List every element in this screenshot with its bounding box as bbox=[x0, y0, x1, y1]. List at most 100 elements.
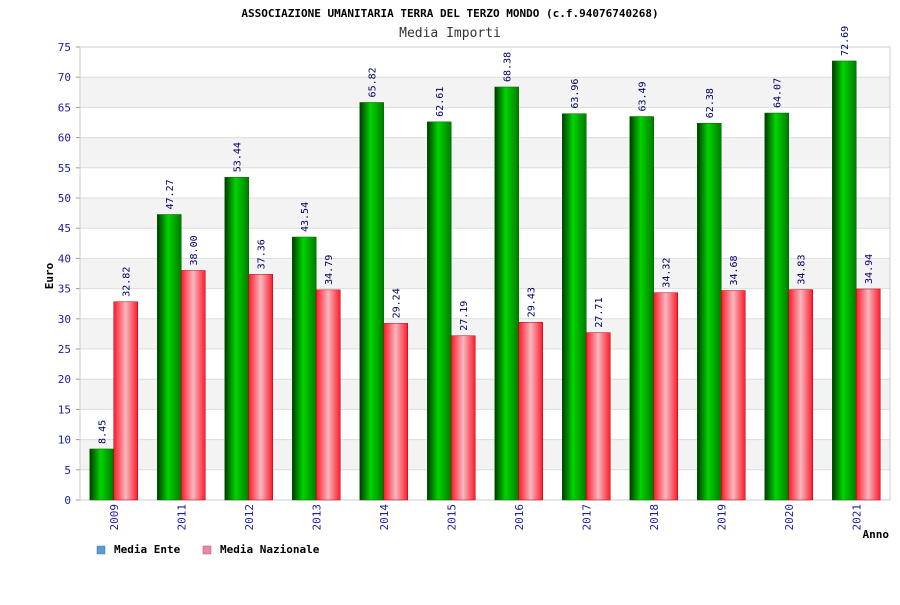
data-label-media-ente-2013: 43.54 bbox=[300, 202, 311, 232]
bar-media-ente-2009 bbox=[89, 448, 114, 501]
x-tick-label-2013: 2013 bbox=[310, 504, 323, 531]
grid-band bbox=[80, 107, 890, 138]
bar-media-nazionale-2021 bbox=[856, 288, 881, 501]
bar-media-nazionale-2017 bbox=[586, 332, 611, 501]
x-tick-label-2018: 2018 bbox=[648, 504, 661, 531]
bar-media-ente-2017 bbox=[562, 113, 587, 501]
data-label-media-nazionale-2014: 29.24 bbox=[392, 288, 403, 318]
x-tick-label-2012: 2012 bbox=[243, 504, 256, 531]
y-tick-label: 65 bbox=[58, 101, 71, 114]
x-tick-label-2011: 2011 bbox=[175, 504, 188, 531]
grid-band bbox=[80, 469, 890, 500]
data-label-media-ente-2014: 65.82 bbox=[368, 67, 379, 97]
bar-media-ente-2012 bbox=[224, 176, 249, 501]
bar-media-ente-2018 bbox=[629, 116, 654, 501]
bar-media-ente-2021 bbox=[832, 60, 857, 501]
data-label-media-nazionale-2016: 29.43 bbox=[527, 287, 538, 317]
x-tick-label-2017: 2017 bbox=[580, 504, 593, 531]
grid-band bbox=[80, 288, 890, 319]
data-label-media-nazionale-2012: 37.36 bbox=[257, 239, 268, 269]
data-label-media-ente-2017: 63.96 bbox=[570, 79, 581, 109]
y-tick-label: 30 bbox=[58, 313, 71, 326]
x-tick-label-2015: 2015 bbox=[445, 504, 458, 531]
grid-band bbox=[80, 439, 890, 470]
x-tick-label-2009: 2009 bbox=[108, 504, 121, 531]
legend-item-media-nazionale: Media Nazionale bbox=[202, 543, 320, 556]
grid-band bbox=[80, 137, 890, 168]
data-label-media-ente-2019: 62.38 bbox=[705, 88, 716, 118]
data-label-media-ente-2015: 62.61 bbox=[435, 87, 446, 117]
y-tick-label: 5 bbox=[64, 464, 71, 477]
bar-media-nazionale-2020 bbox=[788, 289, 813, 501]
bar-media-ente-2019 bbox=[697, 122, 722, 501]
bar-media-nazionale-2019 bbox=[721, 290, 746, 501]
data-label-media-nazionale-2011: 38.00 bbox=[189, 235, 200, 265]
data-label-media-ente-2020: 64.07 bbox=[773, 78, 784, 108]
bar-media-nazionale-2016 bbox=[518, 321, 543, 501]
y-tick-label: 50 bbox=[58, 192, 71, 205]
y-axis-label: Euro bbox=[43, 262, 56, 289]
x-tick-label-2016: 2016 bbox=[513, 504, 526, 531]
legend-item-media-ente: Media Ente bbox=[96, 543, 181, 556]
x-tick-label-2021: 2021 bbox=[850, 504, 863, 531]
plot-frame bbox=[79, 46, 891, 501]
bar-media-ente-2013 bbox=[292, 236, 317, 501]
grid-band bbox=[80, 228, 890, 259]
data-label-media-ente-2009: 8.45 bbox=[98, 420, 109, 444]
grid-band bbox=[80, 167, 890, 198]
grid-band bbox=[80, 77, 890, 108]
legend: Media Ente Media Nazionale bbox=[96, 543, 320, 556]
data-label-media-nazionale-2021: 34.94 bbox=[864, 254, 875, 284]
data-label-media-ente-2016: 68.38 bbox=[503, 52, 514, 82]
x-tick-label-2014: 2014 bbox=[378, 504, 391, 531]
data-label-media-nazionale-2013: 34.79 bbox=[324, 255, 335, 285]
data-label-media-nazionale-2015: 27.19 bbox=[459, 301, 470, 331]
bar-media-nazionale-2014 bbox=[383, 323, 408, 501]
grid-band bbox=[80, 379, 890, 410]
y-tick-label: 10 bbox=[58, 434, 71, 447]
legend-swatch-media-ente bbox=[96, 545, 106, 555]
y-tick-label: 40 bbox=[58, 252, 71, 265]
y-tick-label: 60 bbox=[58, 132, 71, 145]
bar-media-ente-2015 bbox=[427, 121, 452, 501]
bar-media-ente-2016 bbox=[494, 86, 519, 501]
x-axis-label: Anno bbox=[863, 528, 890, 541]
grid-band bbox=[80, 47, 890, 78]
legend-label-media-ente: Media Ente bbox=[114, 543, 181, 556]
y-tick-label: 55 bbox=[58, 162, 71, 175]
bar-media-nazionale-2011 bbox=[181, 270, 206, 501]
x-tick-label-2019: 2019 bbox=[715, 504, 728, 531]
grid-band bbox=[80, 198, 890, 229]
bar-media-nazionale-2009 bbox=[113, 301, 138, 501]
bar-media-nazionale-2012 bbox=[248, 274, 273, 501]
bar-media-ente-2020 bbox=[764, 112, 789, 501]
legend-swatch-media-nazionale bbox=[202, 545, 212, 555]
data-label-media-nazionale-2018: 34.32 bbox=[662, 258, 673, 288]
data-label-media-ente-2018: 63.49 bbox=[638, 81, 649, 111]
data-label-media-nazionale-2009: 32.82 bbox=[122, 267, 133, 297]
chart-title: ASSOCIAZIONE UMANITARIA TERRA DEL TERZO … bbox=[241, 7, 658, 20]
y-tick-label: 25 bbox=[58, 343, 71, 356]
grid-band bbox=[80, 409, 890, 440]
y-tick-label: 0 bbox=[64, 494, 71, 507]
chart-subtitle: Media Importi bbox=[399, 26, 501, 41]
y-tick-label: 75 bbox=[58, 41, 71, 54]
y-tick-label: 35 bbox=[58, 283, 71, 296]
bar-media-nazionale-2013 bbox=[316, 289, 341, 501]
y-tick-label: 15 bbox=[58, 403, 71, 416]
grid-band bbox=[80, 318, 890, 349]
y-tick-label: 45 bbox=[58, 222, 71, 235]
data-label-media-nazionale-2017: 27.71 bbox=[594, 298, 605, 328]
data-label-media-ente-2011: 47.27 bbox=[165, 179, 176, 209]
y-tick-label: 70 bbox=[58, 71, 71, 84]
bar-media-ente-2011 bbox=[157, 214, 182, 501]
legend-label-media-nazionale: Media Nazionale bbox=[220, 543, 320, 556]
data-label-media-nazionale-2019: 34.68 bbox=[729, 255, 740, 285]
x-tick-label-2020: 2020 bbox=[783, 504, 796, 531]
bar-media-nazionale-2018 bbox=[653, 292, 678, 501]
data-label-media-ente-2012: 53.44 bbox=[233, 142, 244, 172]
grid-band bbox=[80, 349, 890, 380]
grid-band bbox=[80, 258, 890, 289]
